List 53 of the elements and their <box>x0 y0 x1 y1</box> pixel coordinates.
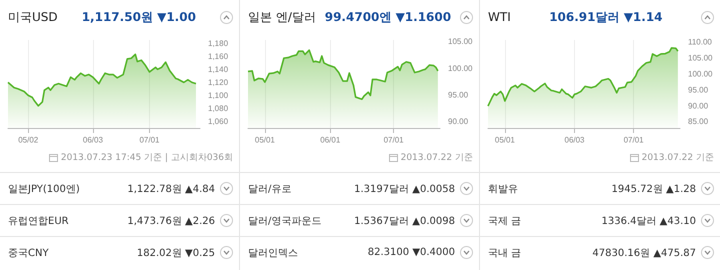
text: 47830.16원 ▲475.87 <box>592 246 696 260</box>
text: 달러/영국파운드 <box>248 214 322 228</box>
text: 중국CNY <box>8 246 50 260</box>
chart-subtitle: 106.91달러 ▼1.14 <box>549 8 663 26</box>
text: 1.3197달러 ▲0.0058 <box>354 182 455 196</box>
y-tick-label: 100.00 <box>448 64 474 73</box>
text: 달러/유로 <box>248 182 292 196</box>
text: 유럽연합EUR <box>8 214 70 228</box>
chart-subtitle: 1,117.50원 ▼1.00 <box>82 8 196 26</box>
x-tick-label: 05/02 <box>18 136 39 144</box>
y-tick-label: 95.00 <box>688 85 709 94</box>
chart-title: 미국USD <box>8 8 58 26</box>
text: 1.5367달러 ▲0.0098 <box>354 214 455 228</box>
y-tick-label: 1,060 <box>208 116 229 126</box>
text: 국내 금 <box>488 246 522 260</box>
x-tick-label: 06/03 <box>564 136 586 144</box>
text: 1,122.78원 ▲4.84 <box>127 182 215 196</box>
text: 2013.07.22 기준 <box>642 152 714 164</box>
x-tick-label: 05/01 <box>254 136 276 144</box>
text: 국제 금 <box>488 214 522 228</box>
text: 1,473.76원 ▲2.26 <box>127 214 215 228</box>
y-tick-label: 1,100 <box>208 90 229 100</box>
text: 달러인덱스 <box>248 246 299 260</box>
text: 82.3100 ▼0.4000 <box>368 247 455 258</box>
text: 182.02원 ▼0.25 <box>136 246 215 260</box>
y-tick-label: 1,140 <box>208 64 229 74</box>
x-tick-label: 07/01 <box>384 136 404 144</box>
x-tick-label: 05/01 <box>494 136 516 144</box>
y-tick-label: 100.00 <box>688 69 714 78</box>
y-tick-label: 1,160 <box>208 52 229 61</box>
y-tick-label: 90.00 <box>448 117 469 126</box>
chart-title: 일본 엔/달러 <box>248 8 316 26</box>
x-tick-label: 07/01 <box>624 136 644 144</box>
text: 1336.4달러 ▲43.10 <box>602 214 696 228</box>
y-tick-label: 95.00 <box>448 90 469 100</box>
x-tick-label: 07/01 <box>139 136 160 144</box>
x-tick-label: 06/03 <box>82 136 104 144</box>
y-tick-label: 85.00 <box>688 117 709 126</box>
y-tick-label: 1,180 <box>208 38 229 48</box>
text: 2013.07.22 기준 <box>400 152 473 164</box>
y-tick-label: 1,080 <box>208 104 229 113</box>
text: 일본JPY(100엔) <box>8 182 81 196</box>
x-tick-label: 06/01 <box>320 136 341 144</box>
y-tick-label: 110.00 <box>688 38 712 47</box>
y-tick-label: 105.00 <box>448 37 474 46</box>
text: 휘발유 <box>488 182 519 196</box>
text: 1945.72원 ▲1.28 <box>612 182 696 196</box>
y-tick-label: 90.00 <box>688 101 709 110</box>
chart-subtitle: 99.4700엔 ▼1.1600 <box>324 8 452 26</box>
y-tick-label: 105.00 <box>688 54 714 63</box>
text: 2013.07.23 17:45 기준 | 고시회차036회 <box>60 152 233 164</box>
chart-title: WTI <box>488 10 511 24</box>
y-tick-label: 1,120 <box>208 78 229 87</box>
